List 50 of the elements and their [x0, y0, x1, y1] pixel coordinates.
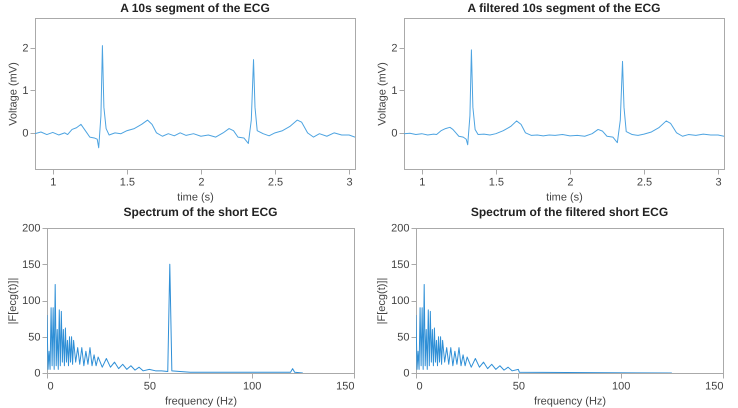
y-tick-label: 200 [22, 222, 40, 234]
x-axis-title: time (s) [546, 192, 583, 204]
y-axis-title: |F[ecg(t)]| [7, 278, 20, 324]
chart-title: A 10s segment of the ECG [120, 1, 270, 15]
y-tick-label: 0 [34, 368, 40, 380]
x-tick-label: 1.5 [120, 176, 135, 188]
x-tick-label: 3 [346, 176, 353, 188]
x-tick-label: 50 [144, 380, 156, 392]
line-series [35, 45, 355, 148]
y-tick-label: 1 [391, 84, 398, 97]
y-tick-label: 1 [22, 84, 28, 97]
x-tick-label: 2.5 [268, 176, 284, 188]
x-axis-title: time (s) [177, 192, 214, 204]
x-tick-label: 150 [705, 380, 724, 392]
x-tick-label: 100 [242, 380, 262, 392]
x-tick-label: 0 [48, 380, 54, 392]
x-tick-label: 2 [198, 176, 204, 188]
x-tick-label: 2.5 [636, 176, 652, 188]
x-axis-title: frequency (Hz) [534, 396, 606, 408]
x-tick-label: 100 [612, 380, 630, 392]
y-tick-label: 100 [391, 295, 410, 307]
y-tick-label: 150 [391, 258, 410, 271]
y-tick-label: 2 [22, 42, 28, 54]
x-tick-label: 0 [416, 380, 423, 392]
y-axis-title: |F[ecg(t)]| [376, 278, 388, 324]
line-series [404, 49, 724, 146]
chart-title: Spectrum of the short ECG [123, 205, 278, 219]
y-tick-label: 50 [397, 331, 410, 344]
x-tick-label: 3 [716, 176, 722, 188]
x-axis-title: frequency (Hz) [164, 396, 238, 408]
x-tick-label: 1 [50, 176, 56, 188]
y-tick-label: 0 [403, 368, 410, 380]
y-tick-label: 100 [22, 295, 40, 307]
chart-title: Spectrum of the filtered short ECG [470, 205, 668, 219]
x-tick-label: 1.5 [488, 176, 504, 188]
y-tick-label: 150 [22, 258, 40, 271]
y-tick-label: 2 [391, 42, 398, 54]
x-tick-label: 1 [419, 176, 426, 188]
chart-title: A filtered 10s segment of the ECG [468, 1, 660, 15]
line-series [47, 264, 304, 373]
x-tick-label: 50 [512, 380, 525, 392]
y-tick-label: 200 [391, 222, 410, 234]
line-series [416, 284, 672, 373]
x-tick-label: 150 [336, 380, 354, 392]
y-tick-label: 50 [28, 331, 40, 344]
y-axis-title: Voltage (mV) [376, 62, 388, 126]
y-tick-label: 0 [22, 127, 28, 140]
x-tick-label: 2 [567, 176, 574, 188]
y-tick-label: 0 [391, 127, 398, 140]
y-axis-title: Voltage (mV) [7, 62, 20, 126]
